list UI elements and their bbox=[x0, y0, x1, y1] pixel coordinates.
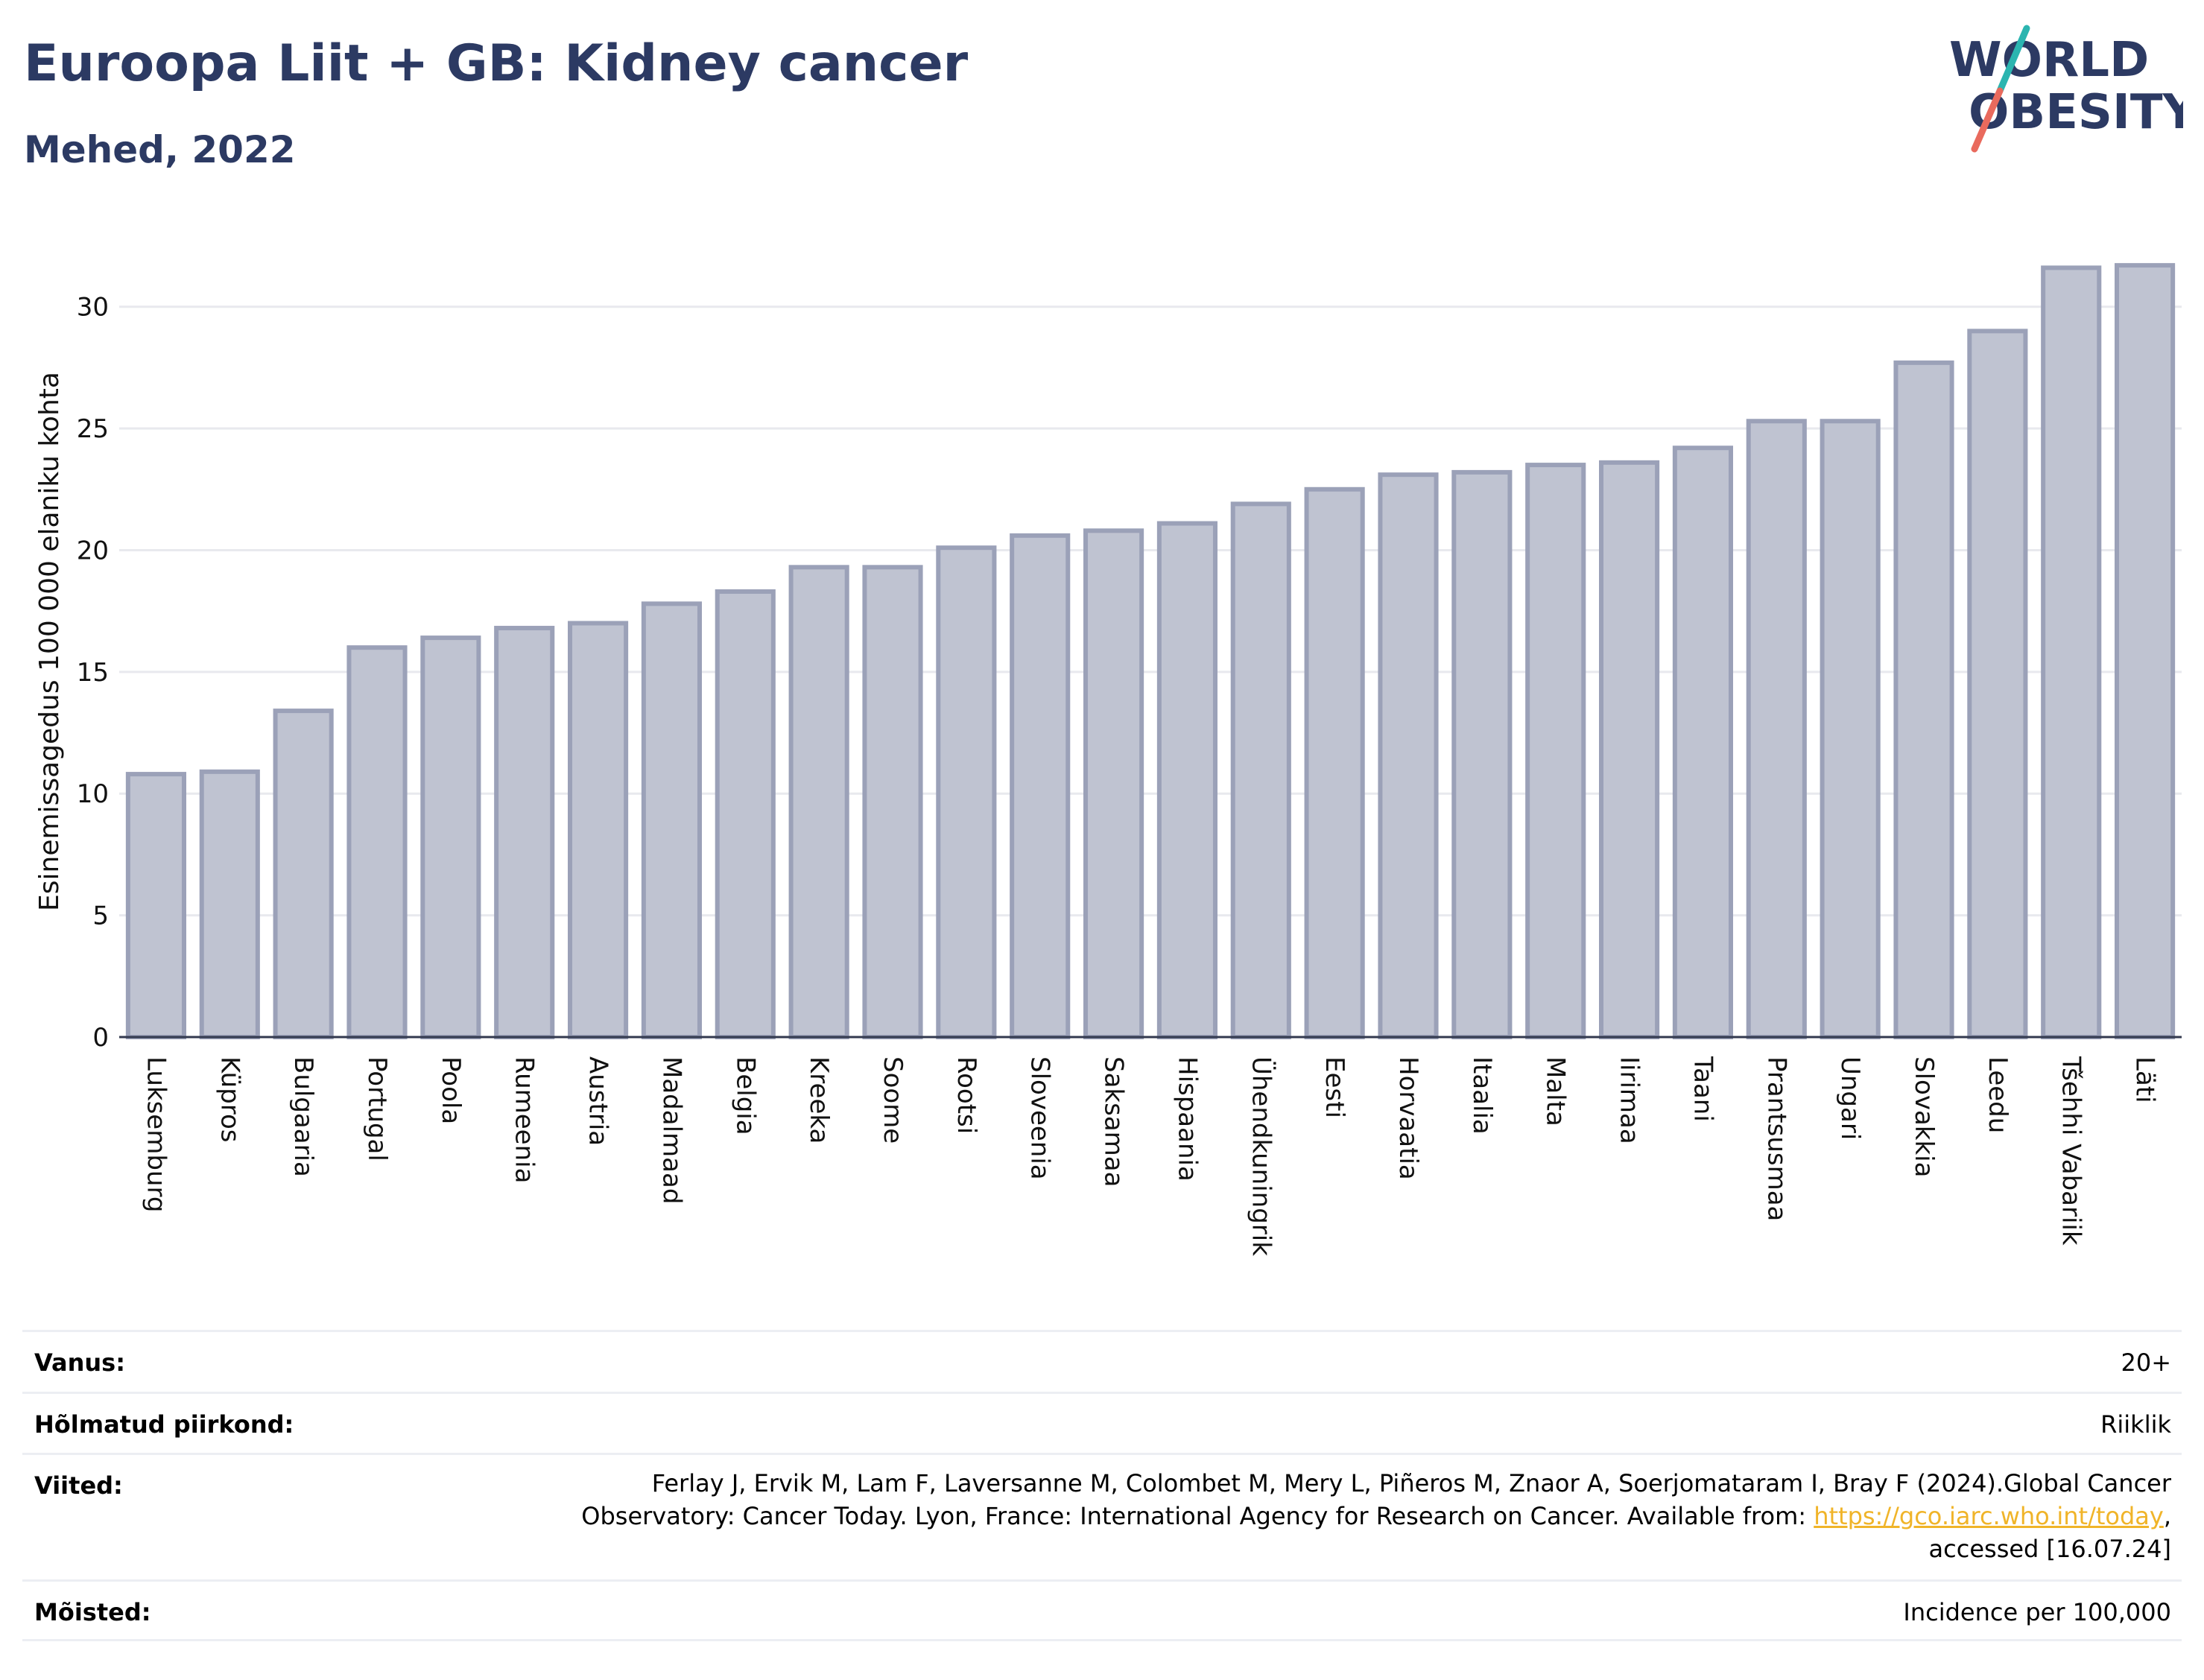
ref-line-1: Ferlay J, Ervik M, Lam F, Laversanne M, … bbox=[651, 1469, 2171, 1497]
meta-definitions-label: Mõisted: bbox=[34, 1598, 151, 1626]
bar bbox=[1525, 463, 1586, 1039]
bar bbox=[1378, 472, 1439, 1039]
bar bbox=[273, 709, 334, 1039]
meta-age-value: 20+ bbox=[2121, 1348, 2171, 1377]
meta-region-value: Riiklik bbox=[2100, 1410, 2171, 1439]
ref-line-3: accessed [16.07.24] bbox=[1928, 1535, 2171, 1563]
logo-slash-teal bbox=[1996, 25, 2030, 95]
meta-refs-label: Viited: bbox=[34, 1471, 123, 1500]
bar bbox=[1599, 460, 1660, 1039]
x-tick-label: Malta bbox=[1541, 1056, 1571, 1126]
bar bbox=[1010, 533, 1071, 1039]
x-tick-labels: Luksemburg Küpros Bulgaaria Portugal Poola Ru… bbox=[141, 1056, 2159, 1256]
x-tick-label: Slovakkia bbox=[1909, 1056, 1939, 1177]
bar bbox=[125, 772, 186, 1039]
bar bbox=[862, 565, 923, 1039]
x-tick-label: Horvaatia bbox=[1393, 1056, 1423, 1180]
y-tick-label: 20 bbox=[77, 536, 109, 565]
bar bbox=[1304, 486, 1365, 1039]
bar bbox=[1820, 419, 1881, 1039]
bar bbox=[788, 565, 849, 1039]
x-tick-label: Saksamaa bbox=[1099, 1056, 1129, 1187]
bar bbox=[641, 601, 702, 1039]
x-tick-label: Hispaania bbox=[1172, 1056, 1202, 1182]
bar bbox=[1156, 521, 1217, 1039]
bar bbox=[346, 645, 408, 1039]
bar bbox=[1230, 501, 1291, 1039]
x-tick-label: Taani bbox=[1688, 1056, 1717, 1122]
x-tick-label: Bulgaaria bbox=[288, 1056, 318, 1177]
bar bbox=[2041, 265, 2102, 1040]
meta-refs-value: Ferlay J, Ervik M, Lam F, Laversanne M, … bbox=[581, 1467, 2171, 1565]
x-tick-label: Rootsi bbox=[951, 1056, 981, 1134]
y-tick-label: 10 bbox=[77, 779, 109, 809]
x-tick-label: Prantsusmaa bbox=[1761, 1056, 1791, 1221]
x-tick-label: Leedu bbox=[1983, 1056, 2013, 1133]
meta-row-references: Viited: Ferlay J, Ervik M, Lam F, Lavers… bbox=[22, 1453, 2182, 1579]
y-tick-labels: 0 5 10 15 20 25 30 bbox=[77, 293, 109, 1053]
logo-text-obesity: OBESITY bbox=[1969, 85, 2183, 140]
y-tick-label: 0 bbox=[92, 1023, 109, 1053]
x-tick-label: Läti bbox=[2130, 1056, 2160, 1103]
bar bbox=[494, 626, 555, 1039]
y-tick-label: 30 bbox=[77, 293, 109, 323]
chart-metadata: Vanus: 20+ Hõlmatud piirkond: Riiklik Vi… bbox=[22, 1330, 2182, 1641]
x-tick-label: Kreeka bbox=[804, 1056, 834, 1144]
bar bbox=[568, 621, 629, 1039]
logo-text-world: WORLD bbox=[1949, 33, 2149, 88]
chart-title: Euroopa Liit + GB: Kidney cancer bbox=[24, 34, 969, 93]
meta-row-age: Vanus: 20+ bbox=[22, 1330, 2182, 1392]
meta-row-definitions: Mõisted: Incidence per 100,000 bbox=[22, 1579, 2182, 1641]
bar bbox=[2115, 263, 2176, 1040]
x-tick-label: Soome bbox=[878, 1056, 908, 1144]
x-tick-label: Eesti bbox=[1320, 1056, 1349, 1118]
x-tick-label: Ungari bbox=[1835, 1056, 1865, 1140]
x-tick-label: Tšehhi Vabariik bbox=[2056, 1056, 2086, 1246]
x-tick-label: Austria bbox=[583, 1056, 613, 1146]
meta-region-label: Hõlmatud piirkond: bbox=[34, 1410, 294, 1439]
world-obesity-logo: WORLD OBESITY bbox=[1949, 25, 2183, 153]
y-tick-label: 15 bbox=[77, 658, 109, 688]
bar bbox=[936, 545, 997, 1039]
x-tick-label: Itaalia bbox=[1467, 1056, 1497, 1135]
bar bbox=[1746, 419, 1807, 1039]
chart-subtitle: Mehed, 2022 bbox=[24, 128, 296, 171]
ref-line-2-text: Observatory: Cancer Today. Lyon, France:… bbox=[581, 1502, 1814, 1530]
bar bbox=[1893, 360, 1954, 1039]
x-tick-label: Iirimaa bbox=[1615, 1056, 1644, 1144]
meta-row-region: Hõlmatud piirkond: Riiklik bbox=[22, 1392, 2182, 1453]
bar bbox=[420, 635, 481, 1039]
bar-chart: 0 5 10 15 20 25 30 Luksemburg Küpros Bulgaaria Po… bbox=[34, 263, 2182, 1256]
x-tick-label: Küpros bbox=[215, 1056, 244, 1142]
y-tick-label: 25 bbox=[77, 414, 109, 444]
meta-age-label: Vanus: bbox=[34, 1348, 126, 1377]
x-tick-label: Rumeenia bbox=[510, 1056, 539, 1183]
logo-slash-red bbox=[1971, 87, 2004, 153]
x-tick-label: Luksemburg bbox=[141, 1056, 171, 1212]
meta-definitions-value: Incidence per 100,000 bbox=[1903, 1598, 2171, 1626]
x-tick-label: Ühendkuningrik bbox=[1246, 1056, 1276, 1256]
bar bbox=[715, 589, 776, 1039]
bar bbox=[199, 769, 260, 1039]
ref-link[interactable]: https://gco.iarc.who.int/today bbox=[1814, 1502, 2164, 1530]
ref-line-2: Observatory: Cancer Today. Lyon, France:… bbox=[581, 1500, 2171, 1532]
bar bbox=[1451, 469, 1513, 1039]
y-tick-label: 5 bbox=[92, 901, 109, 931]
y-axis-label: Esinemissagedus 100 000 elaniku kohta bbox=[34, 372, 65, 911]
x-tick-label: Sloveenia bbox=[1025, 1056, 1055, 1180]
bar bbox=[1672, 446, 1733, 1039]
x-tick-label: Madalmaad bbox=[656, 1056, 686, 1204]
bar bbox=[1967, 329, 2028, 1040]
bars bbox=[125, 263, 2176, 1040]
x-tick-label: Belgia bbox=[730, 1056, 760, 1135]
x-tick-label: Poola bbox=[436, 1056, 466, 1124]
bar bbox=[1083, 528, 1144, 1039]
x-tick-label: Portugal bbox=[362, 1056, 392, 1161]
ref-line-2-end: , bbox=[2163, 1502, 2171, 1530]
